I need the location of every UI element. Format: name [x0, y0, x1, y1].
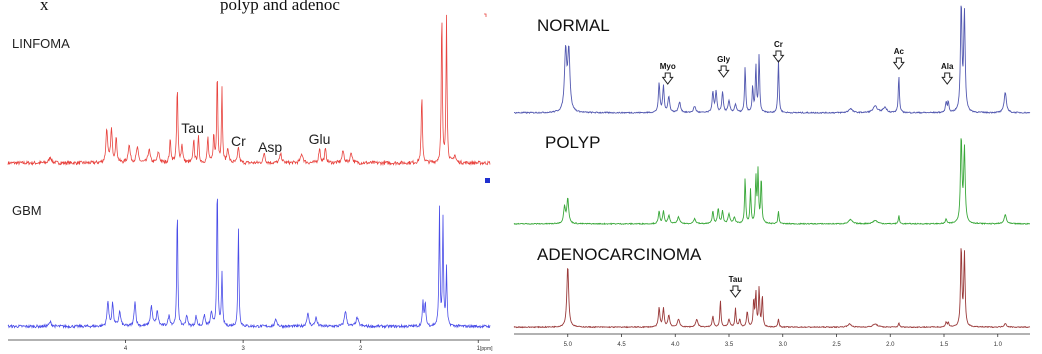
spectrum-line-linfoma [7, 14, 491, 167]
corner-mark [484, 13, 487, 17]
annotation-arrow-icon [661, 72, 674, 85]
x-tick-label: 3.0 [779, 342, 788, 348]
x-tick-label: 4 [124, 346, 128, 352]
x-tick-label: 1.5 [940, 342, 949, 348]
annotation-arrow-icon [941, 72, 954, 85]
x-tick-label: 1 [477, 346, 481, 352]
panel-label-normal: NORMAL [537, 16, 610, 35]
x-tick-label: 2 [359, 346, 363, 352]
spectrum-line-adenocarcinoma [513, 248, 1031, 329]
x-tick-label: 2.5 [832, 342, 841, 348]
annotation-tau: Tau [729, 275, 743, 284]
annotation-tau: Tau [181, 120, 204, 136]
annotation-gly: Gly [717, 55, 730, 64]
spectrum-line-gbm [7, 198, 491, 330]
spectrum-line-polyp [513, 138, 1030, 226]
panel-label-linfoma: LINFOMA [12, 36, 70, 51]
annotation-cr: Cr [774, 40, 783, 49]
annotation-arrow-icon [729, 285, 742, 298]
annotation-cr: Cr [231, 133, 246, 149]
annotation-arrow-icon [772, 50, 785, 63]
x-tick-label: 3.5 [725, 342, 734, 348]
spectrum-line-normal [514, 5, 1031, 115]
x-tick-label: 1.0 [994, 342, 1003, 348]
panel-label-gbm: GBM [12, 203, 42, 218]
x-tick-label: 3 [241, 346, 245, 352]
right-chart: NORMAL POLYP ADENOCARCINOMA Myo Gly Cr Ac Ala Ta… [513, 5, 1031, 348]
annotation-glu: Glu [309, 131, 331, 147]
annotation-arrow-icon [717, 65, 730, 78]
x-tick-label: 4.0 [671, 342, 680, 348]
panel-label-polyp: POLYP [545, 133, 600, 152]
x-tick-label: 2.0 [886, 342, 895, 348]
x-unit-label: [ppm] [480, 346, 493, 352]
marker-square [485, 178, 490, 183]
annotation-ac: Ac [894, 47, 905, 56]
caption-left: x [40, 0, 49, 14]
x-tick-label: 5.0 [564, 342, 573, 348]
annotation-asp: Asp [258, 139, 282, 155]
left-chart: LINFOMA GBM Tau Cr Asp Glu 4 3 2 1 [ppm] [7, 13, 493, 352]
caption-middle: polyp and adenoc [220, 0, 340, 14]
annotation-myo: Myo [660, 62, 676, 71]
x-tick-label: 4.5 [617, 342, 626, 348]
figure-caption: x polyp and adenoc [0, 0, 1042, 14]
panel-label-adenocarcinoma: ADENOCARCINOMA [537, 245, 702, 264]
annotation-ala: Ala [941, 62, 954, 71]
annotation-arrow-icon [892, 57, 905, 70]
